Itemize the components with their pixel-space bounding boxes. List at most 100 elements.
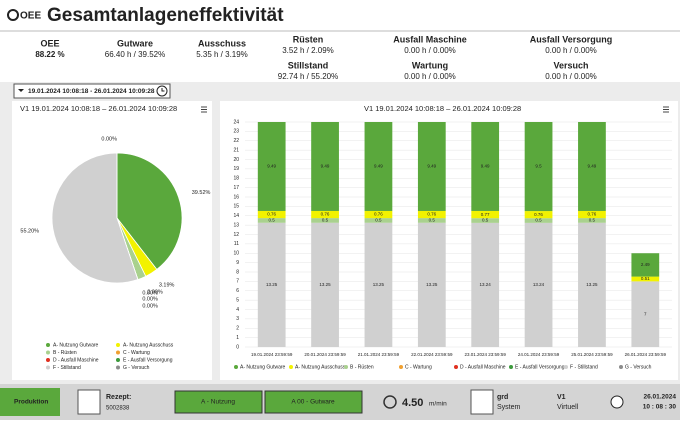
legend-label[interactable]: A- Nutzung Gutware (53, 342, 99, 348)
legend-label[interactable]: B - Rüsten (53, 350, 77, 356)
footer-date: 26.01.2024 (643, 394, 676, 401)
legend-label[interactable]: E - Ausfall Versorgung (123, 357, 173, 363)
legend-label[interactable]: E - Ausfall Versorgung (515, 364, 565, 370)
bar-value-label: 13.25 (586, 282, 598, 287)
bar-value-label: 13.25 (373, 282, 385, 287)
legend-label[interactable]: F - Stillstand (570, 364, 598, 370)
kpi-label: Gutware (117, 38, 153, 48)
bar-value-label: 2.49 (641, 262, 650, 267)
x-tick-label: 22.01.2024 23:59:59 (411, 352, 453, 357)
y-tick-label: 23 (233, 129, 239, 135)
chart-title: V1 19.01.2024 10:08:18 – 26.01.2024 10:0… (364, 104, 521, 113)
bar-value-label: 9.49 (427, 164, 436, 169)
pie-value-label: 2.09% (147, 289, 163, 295)
bar-segment (578, 122, 606, 211)
bar-value-label: 0.76 (588, 212, 597, 217)
bar-value-label: 13.25 (266, 282, 278, 287)
legend-swatch[interactable] (289, 365, 293, 369)
legend-swatch[interactable] (116, 365, 120, 370)
chart-title: V1 19.01.2024 10:08:18 – 26.01.2024 10:0… (20, 104, 177, 113)
legend-label[interactable]: C - Wartung (123, 350, 150, 356)
pie-value-label: 55.20% (20, 228, 39, 234)
bar-value-label: 13.25 (319, 282, 331, 287)
legend-label[interactable]: A- Nutzung Gutware (240, 364, 286, 370)
legend-swatch[interactable] (46, 358, 50, 362)
y-tick-label: 21 (233, 147, 239, 153)
kpi-value: 3.52 h / 2.09% (282, 46, 334, 55)
logo: OEE (20, 11, 41, 22)
legend-swatch[interactable] (234, 365, 238, 369)
recipe-icon[interactable] (77, 389, 101, 415)
dropdown-arrow (18, 89, 24, 92)
legend-swatch[interactable] (46, 343, 50, 347)
kpi-value: 0.00 h / 0.00% (545, 46, 597, 55)
bar-value-label: 0.76 (321, 212, 330, 217)
legend-swatch[interactable] (46, 350, 50, 355)
bar-segment (417, 122, 446, 211)
legend-label[interactable]: A- Nutzung Ausschuss (123, 342, 174, 348)
user-role: System (497, 404, 521, 411)
help-icon[interactable] (610, 395, 624, 409)
legend-swatch[interactable] (454, 365, 458, 369)
status-button[interactable] (174, 390, 263, 414)
legend-label[interactable]: C - Wartung (405, 364, 432, 370)
legend-swatch[interactable] (344, 365, 348, 369)
legend-label[interactable]: F - Stillstand (53, 365, 81, 371)
pie-value-label: 39.52% (192, 190, 211, 196)
bar-segment (471, 210, 500, 219)
date-range: 19.01.2024 10:08:18 - 26.01.2024 10:09:2… (28, 88, 155, 95)
x-tick-label: 21.01.2024 23:59:59 (358, 352, 400, 357)
date-range-select[interactable] (13, 83, 171, 99)
legend-swatch[interactable] (564, 365, 568, 369)
y-tick-label: 14 (233, 213, 239, 219)
pie-value-label: 0.00% (142, 296, 158, 302)
bar-segment (257, 122, 286, 211)
bar-value-label: 0.51 (641, 276, 650, 281)
x-tick-label: 25.01.2024 23:59:59 (571, 352, 613, 357)
bar-segment (417, 218, 446, 223)
y-tick-label: 17 (233, 185, 239, 191)
legend-label[interactable]: G - Versuch (625, 364, 652, 370)
legend-label[interactable]: A- Nutzung Ausschuss (295, 364, 346, 370)
y-tick-label: 8 (236, 269, 239, 275)
bar-value-label: 7 (644, 311, 647, 316)
y-tick-label: 13 (233, 222, 239, 228)
legend-swatch[interactable] (509, 365, 513, 369)
menu-icon[interactable] (201, 106, 207, 113)
y-tick-label: 10 (233, 251, 239, 257)
legend-label[interactable]: B - Rüsten (350, 364, 374, 370)
bar-segment (578, 218, 606, 223)
bar-segment (524, 122, 553, 212)
legend-swatch[interactable] (46, 365, 50, 370)
speed-icon (383, 395, 397, 409)
legend-label[interactable]: D - Ausfall Maschine (53, 357, 99, 363)
y-tick-label: 12 (233, 232, 239, 238)
bar-value-label: 9.49 (588, 164, 597, 169)
legend-label[interactable]: G - Versuch (123, 365, 150, 371)
kpi-value: 92.74 h / 55.20% (278, 72, 339, 81)
menu-icon[interactable] (663, 106, 669, 113)
legend-label[interactable]: D - Ausfall Maschine (460, 364, 506, 370)
bar-segment (311, 222, 339, 347)
kpi-value: 88.22 % (35, 50, 64, 59)
legend-swatch[interactable] (116, 350, 120, 355)
bar-segment (417, 222, 446, 347)
user-icon[interactable] (470, 389, 494, 415)
bar-value-label: 0.76 (427, 212, 436, 217)
bar-segment (631, 253, 660, 277)
reason-button[interactable] (264, 390, 363, 414)
bar-segment (471, 222, 500, 347)
legend-swatch[interactable] (619, 365, 623, 369)
legend-swatch[interactable] (116, 343, 120, 347)
machine-type: Virtuell (557, 404, 579, 411)
legend-swatch[interactable] (116, 358, 120, 362)
y-tick-label: 19 (233, 166, 239, 172)
bar-value-label: 13.25 (426, 282, 438, 287)
clock-hands (161, 88, 165, 92)
y-tick-label: 4 (236, 307, 239, 313)
kpi-label: Versuch (553, 60, 588, 70)
mode-button[interactable] (0, 388, 60, 416)
legend-swatch[interactable] (399, 365, 403, 369)
bar-value-label: 0.5 (375, 218, 382, 223)
bar-value-label: 9.5 (535, 164, 542, 169)
